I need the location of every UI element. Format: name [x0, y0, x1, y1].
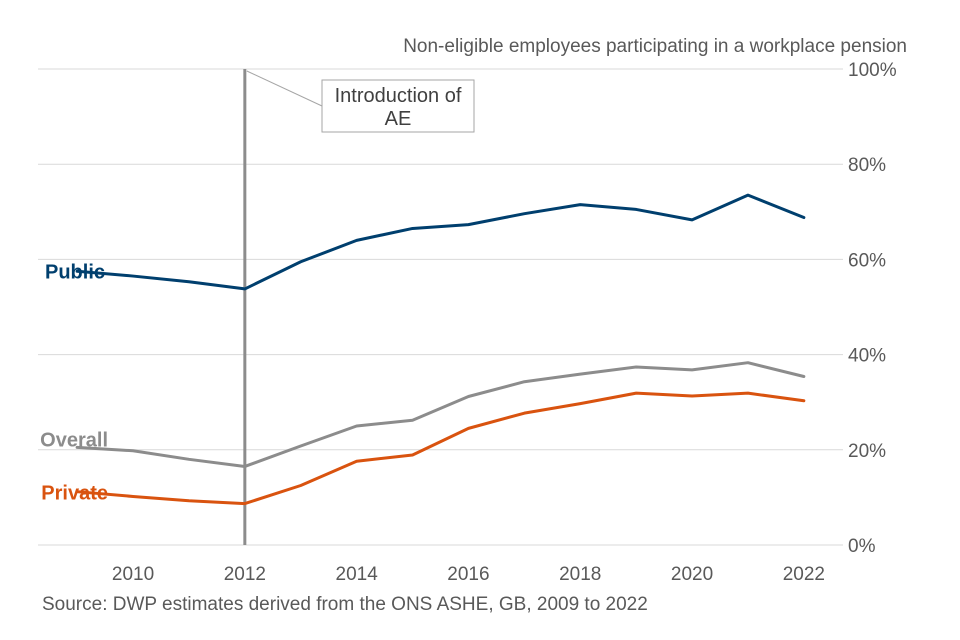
- x-tick-label: 2012: [224, 564, 266, 585]
- gridlines: [38, 68, 843, 546]
- y-tick-label: 40%: [848, 346, 886, 367]
- y-tick-label: 0%: [848, 536, 876, 557]
- y-tick-label: 20%: [848, 441, 886, 462]
- series-lines: [75, 193, 806, 506]
- source-note: Source: DWP estimates derived from the O…: [42, 594, 648, 615]
- y-tick-label: 80%: [848, 155, 886, 176]
- x-tick-label: 2014: [336, 564, 379, 585]
- y-axis-ticks: 0% 20% 40% 60% 80% 100%: [848, 60, 897, 557]
- annotation-text: Introduction of: [335, 85, 462, 107]
- x-tick-label: 2016: [447, 564, 489, 585]
- chart-title: Non-eligible employees participating in …: [403, 36, 907, 57]
- y-tick-label: 60%: [848, 250, 886, 271]
- annotation-leader-line: [246, 70, 323, 107]
- series-line-public: [75, 193, 806, 291]
- series-label-private: Private: [41, 483, 108, 505]
- x-tick-label: 2018: [559, 564, 601, 585]
- series-line-private: [75, 391, 806, 506]
- x-tick-label: 2022: [783, 564, 825, 585]
- annotation-box: [321, 79, 475, 133]
- series-labels: Public Overall Private: [40, 261, 108, 504]
- x-axis-ticks: 2010 2012 2014 2016 2018 2020 2022: [112, 564, 825, 585]
- x-tick-label: 2010: [112, 564, 154, 585]
- x-tick-label: 2020: [671, 564, 713, 585]
- annotation-text: AE: [385, 108, 412, 130]
- y-tick-label: 100%: [848, 60, 897, 81]
- series-line-overall: [75, 361, 806, 468]
- series-label-overall: Overall: [40, 429, 108, 451]
- series-label-public: Public: [45, 261, 105, 283]
